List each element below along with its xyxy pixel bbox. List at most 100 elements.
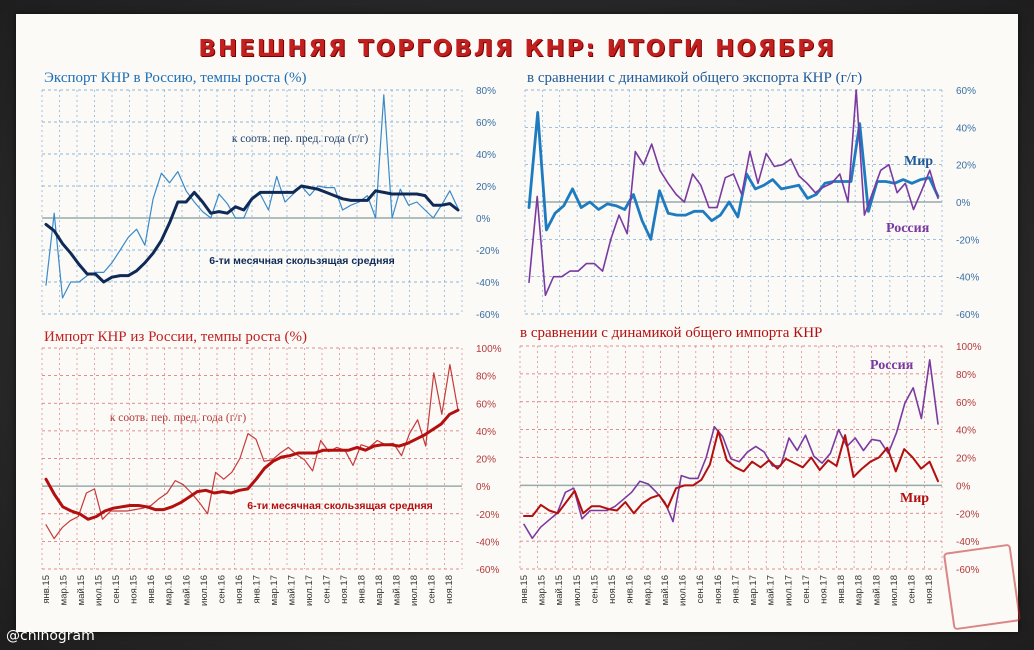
- x-tick-label: ноя.18: [444, 575, 455, 604]
- y-tick-label: 40%: [476, 427, 496, 438]
- legend-label-russia: Россия: [886, 221, 930, 236]
- y-tick-label: 0%: [956, 198, 971, 209]
- panel-title: Импорт КНР из России, темпы роста (%): [44, 329, 307, 345]
- legend-label-world: Мир: [900, 491, 929, 506]
- y-tick-label: 80%: [476, 372, 496, 383]
- x-tick-label: ноя.17: [818, 575, 829, 604]
- y-tick-label: 80%: [476, 86, 496, 97]
- y-tick-label: -60%: [476, 310, 499, 321]
- y-tick-label: 20%: [476, 182, 496, 193]
- y-tick-label: 0%: [476, 214, 491, 225]
- x-tick-label: июл.17: [304, 575, 315, 606]
- y-tick-label: -40%: [476, 537, 499, 548]
- x-tick-label: сен.15: [589, 575, 600, 604]
- x-tick-label: июл.18: [889, 575, 900, 606]
- y-tick-label: 20%: [476, 455, 496, 466]
- x-tick-label: янв.16: [146, 575, 157, 604]
- y-tick-label: 60%: [476, 399, 496, 410]
- annotation-yoy: к соотв. пер. пред. года (г/г): [232, 133, 368, 145]
- x-tick-label: сен.15: [111, 575, 122, 604]
- y-tick-label: -60%: [956, 565, 979, 576]
- x-tick-label: ноя.18: [924, 575, 935, 604]
- panel-title: Экспорт КНР в Россию, темпы роста (%): [44, 70, 307, 86]
- series-line-s0: [45, 364, 459, 540]
- y-tick-label: -20%: [476, 510, 499, 521]
- annotation-yoy: к соотв. пер. пред. года (г/г): [110, 412, 246, 424]
- x-tick-label: янв.15: [519, 575, 530, 604]
- y-tick-label: 100%: [956, 342, 982, 353]
- x-tick-label: янв.16: [625, 575, 636, 604]
- y-tick-label: 60%: [956, 86, 976, 97]
- y-tick-label: 0%: [956, 481, 971, 492]
- y-tick-label: -20%: [476, 246, 499, 257]
- x-tick-label: сен.16: [695, 575, 706, 604]
- x-tick-label: мар.18: [374, 575, 385, 605]
- y-tick-label: 100%: [476, 344, 502, 355]
- x-tick-label: янв.17: [251, 575, 262, 604]
- panel-title: в сравнении с динамикой общего экспорта …: [527, 70, 862, 86]
- y-tick-label: -20%: [956, 509, 979, 520]
- x-tick-label: май.15: [76, 575, 87, 605]
- series-line-s1: [44, 408, 460, 521]
- x-tick-label: сен.18: [427, 575, 438, 604]
- x-tick-label: май.18: [871, 575, 882, 605]
- x-tick-label: янв.18: [836, 575, 847, 604]
- panel-title: в сравнении с динамикой общего импорта К…: [520, 325, 822, 341]
- y-tick-label: -60%: [956, 310, 979, 321]
- series-line-Мир: [523, 430, 939, 517]
- y-tick-label: 60%: [956, 398, 976, 409]
- x-tick-label: ноя.16: [713, 575, 724, 604]
- paper-card: [16, 14, 1018, 632]
- x-tick-label: янв.18: [357, 575, 368, 604]
- x-tick-label: мар.16: [642, 575, 653, 605]
- x-tick-label: сен.18: [907, 575, 918, 604]
- x-tick-label: май.18: [392, 575, 403, 605]
- y-tick-label: 0%: [476, 482, 491, 493]
- legend-label-russia: Россия: [870, 358, 914, 373]
- series-line-s1: [44, 184, 460, 284]
- x-tick-label: июл.15: [94, 575, 105, 606]
- x-tick-label: июл.15: [572, 575, 583, 606]
- x-tick-label: ноя.16: [234, 575, 245, 604]
- y-tick-label: -40%: [476, 278, 499, 289]
- annotation-ma: 6-ти месячная скользящая средняя: [209, 255, 394, 267]
- y-tick-label: 20%: [956, 454, 976, 465]
- y-tick-label: 40%: [956, 123, 976, 134]
- series-line-Россия: [523, 359, 939, 540]
- y-tick-label: 80%: [956, 370, 976, 381]
- x-tick-label: мар.17: [269, 575, 280, 605]
- x-tick-label: ноя.15: [607, 575, 618, 604]
- seal-stamp: [942, 543, 1022, 631]
- x-tick-label: сен.16: [216, 575, 227, 604]
- x-tick-label: янв.17: [730, 575, 741, 604]
- y-tick-label: -60%: [476, 565, 499, 576]
- series-line-Россия: [528, 89, 939, 297]
- y-tick-label: 20%: [956, 161, 976, 172]
- y-tick-label: 60%: [476, 118, 496, 129]
- x-tick-label: мар.15: [537, 575, 548, 605]
- x-tick-label: май.17: [286, 575, 297, 605]
- x-tick-label: май.15: [554, 575, 565, 605]
- x-tick-label: июл.18: [409, 575, 420, 606]
- x-tick-label: мар.15: [59, 575, 70, 605]
- x-tick-label: мар.18: [854, 575, 865, 605]
- page-title: ВНЕШНЯЯ ТОРГОВЛЯ КНР: ИТОГИ НОЯБРЯ: [198, 36, 836, 62]
- x-tick-label: мар.17: [748, 575, 759, 605]
- x-tick-label: июл.16: [678, 575, 689, 606]
- x-tick-label: ноя.15: [129, 575, 140, 604]
- x-tick-label: май.16: [181, 575, 192, 605]
- x-tick-label: мар.16: [164, 575, 175, 605]
- annotation-ma: 6-ти месячная скользящая средняя: [247, 500, 432, 512]
- x-tick-label: июл.17: [783, 575, 794, 606]
- x-tick-label: май.17: [766, 575, 777, 605]
- y-tick-label: 40%: [956, 426, 976, 437]
- x-tick-label: сен.17: [322, 575, 333, 604]
- x-tick-label: янв.15: [41, 575, 52, 604]
- y-tick-label: -20%: [956, 235, 979, 246]
- x-tick-label: ноя.17: [339, 575, 350, 604]
- footer-handle: @chinogram: [6, 628, 95, 644]
- x-tick-label: сен.17: [801, 575, 812, 604]
- y-tick-label: 40%: [476, 150, 496, 161]
- legend-label-world: Мир: [904, 154, 933, 169]
